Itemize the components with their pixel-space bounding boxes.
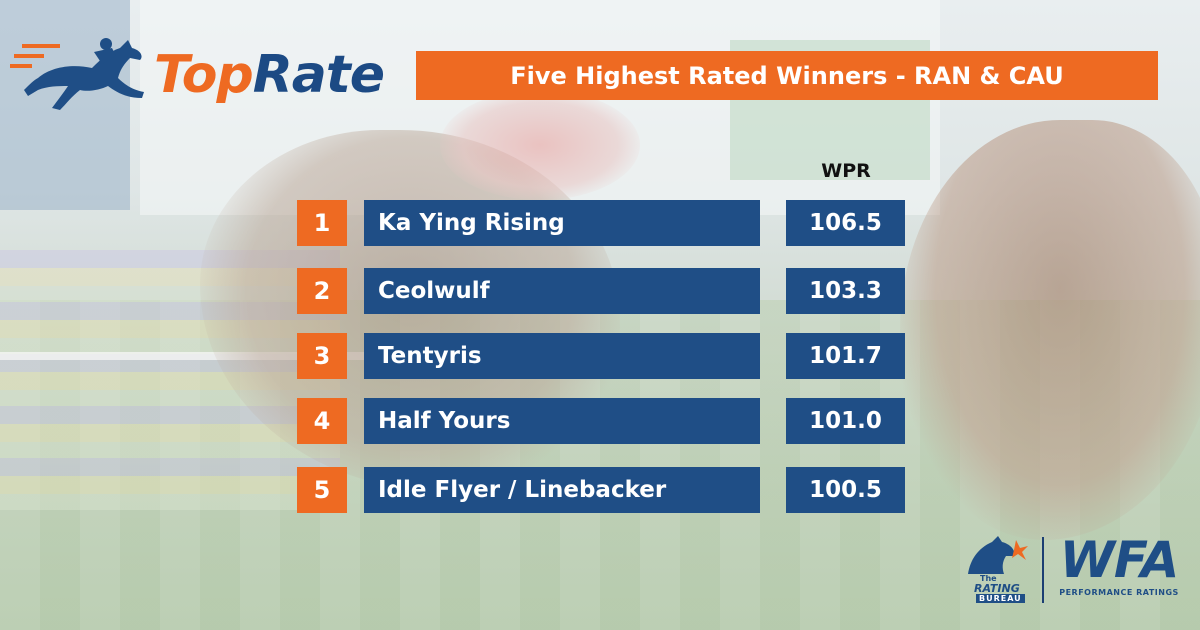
rank-number: 5 <box>297 467 347 513</box>
logo-wordmark: TopRate <box>154 40 385 110</box>
wfa-logo: WFA PERFORMANCE RATINGS <box>1048 532 1190 602</box>
rank-number: 3 <box>297 333 347 379</box>
ranking-row: 5 Idle Flyer / Linebacker 100.5 <box>297 467 905 513</box>
wfa-subtitle: PERFORMANCE RATINGS <box>1059 588 1179 597</box>
rating-bureau-logo: The RATING BUREAU <box>962 534 1040 604</box>
wpr-value: 106.5 <box>786 200 905 246</box>
horse-name: Ka Ying Rising <box>364 200 760 246</box>
rank-number: 2 <box>297 268 347 314</box>
rank-number: 4 <box>297 398 347 444</box>
wpr-column-header: WPR <box>821 160 871 182</box>
horse-head-icon <box>968 536 1028 574</box>
rank-number: 1 <box>297 200 347 246</box>
horse-name: Idle Flyer / Linebacker <box>364 467 760 513</box>
ranking-row: 2 Ceolwulf 103.3 <box>297 268 905 314</box>
wpr-value: 103.3 <box>786 268 905 314</box>
horse-name: Tentyris <box>364 333 760 379</box>
racehorse-icon <box>10 38 144 110</box>
toprate-logo: TopRate <box>8 30 388 120</box>
wpr-value: 101.7 <box>786 333 905 379</box>
background-horse-right <box>900 120 1200 540</box>
graphic-title: Five Highest Rated Winners - RAN & CAU <box>510 61 1064 90</box>
ranking-row: 4 Half Yours 101.0 <box>297 398 905 444</box>
wpr-value: 100.5 <box>786 467 905 513</box>
footer-divider <box>1042 537 1044 603</box>
background-jockey <box>440 90 640 200</box>
rating-bureau-rating: RATING <box>974 582 1020 595</box>
wpr-value: 101.0 <box>786 398 905 444</box>
ranking-row: 3 Tentyris 101.7 <box>297 333 905 379</box>
title-banner: Five Highest Rated Winners - RAN & CAU <box>416 51 1158 100</box>
horse-name: Half Yours <box>364 398 760 444</box>
logo-word-rate: Rate <box>252 45 385 105</box>
logo-word-top: Top <box>154 45 254 105</box>
rating-bureau-the: The <box>980 574 997 583</box>
horse-name: Ceolwulf <box>364 268 760 314</box>
background-flowers <box>0 250 340 510</box>
rating-bureau-bureau: BUREAU <box>976 594 1025 603</box>
wfa-wordmark: WFA <box>1059 531 1180 589</box>
ranking-row: 1 Ka Ying Rising 106.5 <box>297 200 905 246</box>
